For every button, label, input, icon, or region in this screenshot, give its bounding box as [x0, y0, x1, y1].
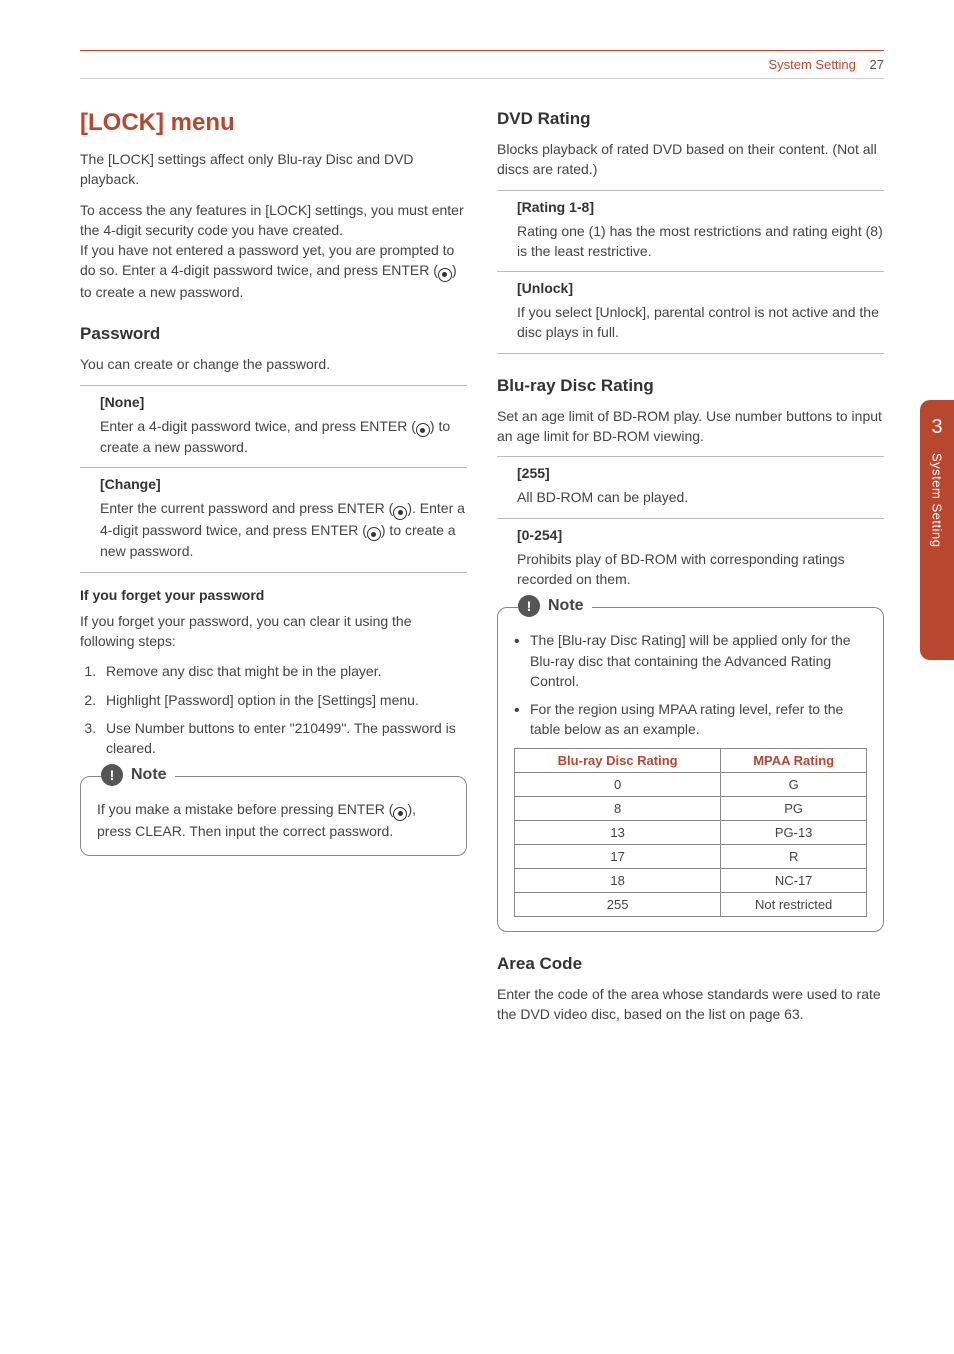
opt-255-label: [255] — [517, 465, 884, 481]
opt-0-254-label: [0-254] — [517, 527, 884, 543]
lock-intro-1: The [LOCK] settings affect only Blu-ray … — [80, 149, 467, 190]
change-label: [Change] — [100, 476, 467, 492]
table-cell: 17 — [515, 844, 721, 868]
table-row: 18NC-17 — [515, 868, 867, 892]
password-heading: Password — [80, 324, 467, 344]
header-section-name: System Setting — [768, 57, 855, 72]
table-cell: G — [721, 772, 867, 796]
note-list: The [Blu-ray Disc Rating] will be applie… — [514, 630, 867, 739]
separator — [497, 271, 884, 272]
table-row: 8PG — [515, 796, 867, 820]
right-column: DVD Rating Blocks playback of rated DVD … — [497, 109, 884, 1034]
table-row: 0G — [515, 772, 867, 796]
option-rating-1-8: [Rating 1-8] Rating one (1) has the most… — [497, 199, 884, 262]
separator — [80, 467, 467, 468]
change-body: Enter the current password and press ENT… — [100, 498, 467, 561]
note-item-1: The [Blu-ray Disc Rating] will be applie… — [514, 630, 867, 691]
table-header-mpaa: MPAA Rating — [721, 748, 867, 772]
note-icon: ! — [518, 595, 540, 617]
table-cell: 0 — [515, 772, 721, 796]
table-row: 17R — [515, 844, 867, 868]
table-cell: 13 — [515, 820, 721, 844]
enter-icon — [367, 527, 381, 541]
note-box-left: ! Note If you make a mistake before pres… — [80, 776, 467, 856]
rating-1-8-body: Rating one (1) has the most restrictions… — [517, 221, 884, 262]
lock-intro-2: To access the any features in [LOCK] set… — [80, 200, 467, 303]
table-header-bd: Blu-ray Disc Rating — [515, 748, 721, 772]
note-label: Note — [548, 597, 584, 615]
none-body: Enter a 4-digit password twice, and pres… — [100, 416, 467, 458]
left-column: [LOCK] menu The [LOCK] settings affect o… — [80, 109, 467, 1034]
separator — [80, 385, 467, 386]
chapter-number: 3 — [931, 416, 942, 439]
note-item-2: For the region using MPAA rating level, … — [514, 699, 867, 740]
header-top-rule — [80, 50, 884, 51]
table-cell: 255 — [515, 892, 721, 916]
separator — [497, 456, 884, 457]
option-change: [Change] Enter the current password and … — [80, 476, 467, 561]
header-page-number: 27 — [870, 57, 884, 72]
chapter-side-tab: 3 System Setting — [920, 400, 954, 660]
lock-menu-heading: [LOCK] menu — [80, 109, 467, 137]
forgot-steps: Remove any disc that might be in the pla… — [80, 661, 467, 758]
option-unlock: [Unlock] If you select [Unlock], parenta… — [497, 280, 884, 343]
step-1: Remove any disc that might be in the pla… — [100, 661, 467, 681]
opt-255-body: All BD-ROM can be played. — [517, 487, 884, 507]
option-0-254: [0-254] Prohibits play of BD-ROM with co… — [497, 527, 884, 590]
forgot-intro: If you forget your password, you can cle… — [80, 611, 467, 652]
bd-rating-intro: Set an age limit of BD-ROM play. Use num… — [497, 406, 884, 447]
note-tab: ! Note — [101, 764, 175, 786]
table-cell: PG — [721, 796, 867, 820]
rating-table: Blu-ray Disc Rating MPAA Rating 0G8PG13P… — [514, 748, 867, 917]
unlock-label: [Unlock] — [517, 280, 884, 296]
opt-0-254-body: Prohibits play of BD-ROM with correspond… — [517, 549, 884, 590]
enter-icon — [393, 807, 407, 821]
page-header: System Setting 27 — [80, 57, 884, 79]
dvd-rating-intro: Blocks playback of rated DVD based on th… — [497, 139, 884, 180]
table-cell: Not restricted — [721, 892, 867, 916]
note-tab: ! Note — [518, 595, 592, 617]
note-box-right: ! Note The [Blu-ray Disc Rating] will be… — [497, 607, 884, 931]
note-icon: ! — [101, 764, 123, 786]
table-row: 13PG-13 — [515, 820, 867, 844]
unlock-body: If you select [Unlock], parental control… — [517, 302, 884, 343]
table-cell: 18 — [515, 868, 721, 892]
chapter-title: System Setting — [930, 453, 945, 547]
step-3: Use Number buttons to enter "210499". Th… — [100, 718, 467, 759]
table-row: 255Not restricted — [515, 892, 867, 916]
option-255: [255] All BD-ROM can be played. — [497, 465, 884, 507]
enter-icon — [438, 268, 452, 282]
table-cell: R — [721, 844, 867, 868]
separator — [497, 190, 884, 191]
area-code-body: Enter the code of the area whose standar… — [497, 984, 884, 1025]
dvd-rating-heading: DVD Rating — [497, 109, 884, 129]
bd-rating-heading: Blu-ray Disc Rating — [497, 376, 884, 396]
enter-icon — [416, 423, 430, 437]
option-none: [None] Enter a 4-digit password twice, a… — [80, 394, 467, 458]
separator — [80, 572, 467, 573]
rating-1-8-label: [Rating 1-8] — [517, 199, 884, 215]
note-body-left: If you make a mistake before pressing EN… — [97, 799, 450, 841]
separator — [497, 353, 884, 354]
note-label: Note — [131, 766, 167, 784]
area-code-heading: Area Code — [497, 954, 884, 974]
password-intro: You can create or change the password. — [80, 354, 467, 374]
table-cell: PG-13 — [721, 820, 867, 844]
separator — [497, 518, 884, 519]
forgot-heading: If you forget your password — [80, 587, 467, 603]
none-label: [None] — [100, 394, 467, 410]
enter-icon — [393, 506, 407, 520]
table-cell: 8 — [515, 796, 721, 820]
table-cell: NC-17 — [721, 868, 867, 892]
step-2: Highlight [Password] option in the [Sett… — [100, 690, 467, 710]
